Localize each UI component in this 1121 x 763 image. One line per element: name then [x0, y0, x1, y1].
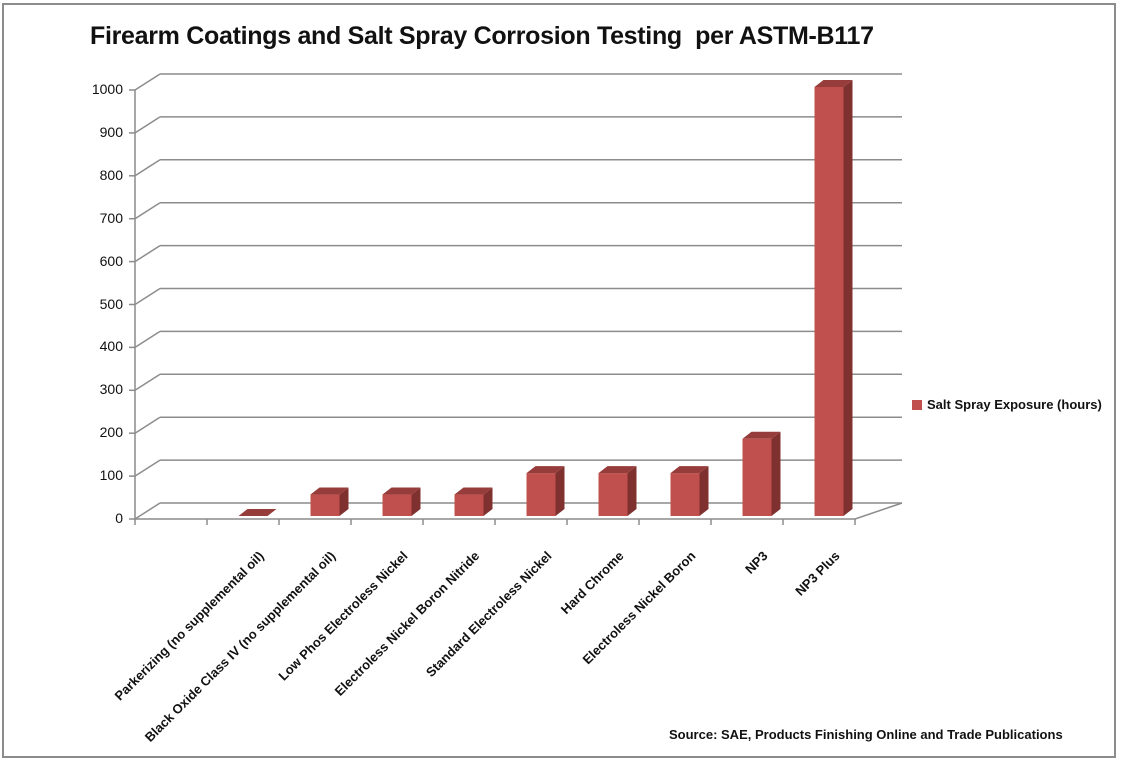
gridline-side — [134, 244, 161, 263]
y-tick-label: 800 — [99, 166, 123, 183]
bar-side — [843, 80, 853, 516]
bar-front — [742, 438, 772, 516]
bar-front — [598, 473, 628, 516]
bar-front — [310, 494, 340, 516]
gridline-side — [134, 459, 161, 477]
legend-label: Salt Spray Exposure (hours) — [927, 397, 1102, 412]
y-tick-label: 1000 — [91, 81, 123, 97]
source-note: Source: SAE, Products Finishing Online a… — [669, 727, 1063, 742]
bar-side — [771, 431, 781, 516]
bar-top — [814, 80, 853, 87]
y-tick-label: 300 — [99, 381, 123, 398]
bar-front — [670, 473, 700, 516]
bar-side — [411, 487, 421, 516]
bar-top — [598, 466, 637, 474]
gridline-side — [134, 202, 161, 220]
y-tick-label: 200 — [99, 424, 123, 441]
gridline-side — [134, 73, 161, 91]
bar-top — [742, 431, 781, 439]
y-tick-label: 600 — [99, 252, 123, 269]
chart-title: Firearm Coatings and Salt Spray Corrosio… — [90, 22, 874, 50]
bar-top — [454, 487, 493, 495]
chart-frame — [2, 3, 1116, 758]
bar-top — [670, 466, 709, 474]
legend-swatch — [912, 399, 922, 410]
gridline-side — [134, 330, 161, 349]
bar-front — [454, 494, 484, 516]
floor-edge — [854, 502, 903, 520]
bar-top — [526, 466, 565, 474]
bar-top — [238, 509, 277, 516]
bar-side — [555, 466, 565, 516]
y-tick-label: 700 — [99, 209, 123, 226]
bar-top — [310, 487, 349, 495]
gridline-side — [134, 159, 161, 177]
bar-top — [382, 487, 421, 495]
y-tick-label: 500 — [99, 295, 123, 312]
gridline-side — [134, 287, 161, 306]
bar-front — [526, 473, 556, 516]
y-tick-label: 400 — [99, 338, 123, 355]
gridline-side — [134, 373, 161, 391]
y-tick-label: 100 — [99, 467, 123, 484]
bar-side — [627, 466, 637, 516]
gridline-side — [134, 116, 161, 134]
bar-front — [382, 494, 412, 516]
bar-side — [339, 487, 349, 516]
bar-side — [483, 487, 493, 516]
bar-front — [814, 87, 844, 516]
bar-side — [699, 466, 709, 516]
legend: Salt Spray Exposure (hours) — [912, 397, 1102, 412]
gridline-side — [134, 416, 161, 434]
gridline-side — [134, 502, 161, 520]
y-tick-label: 0 — [115, 510, 123, 526]
y-tick-label: 900 — [99, 123, 123, 140]
